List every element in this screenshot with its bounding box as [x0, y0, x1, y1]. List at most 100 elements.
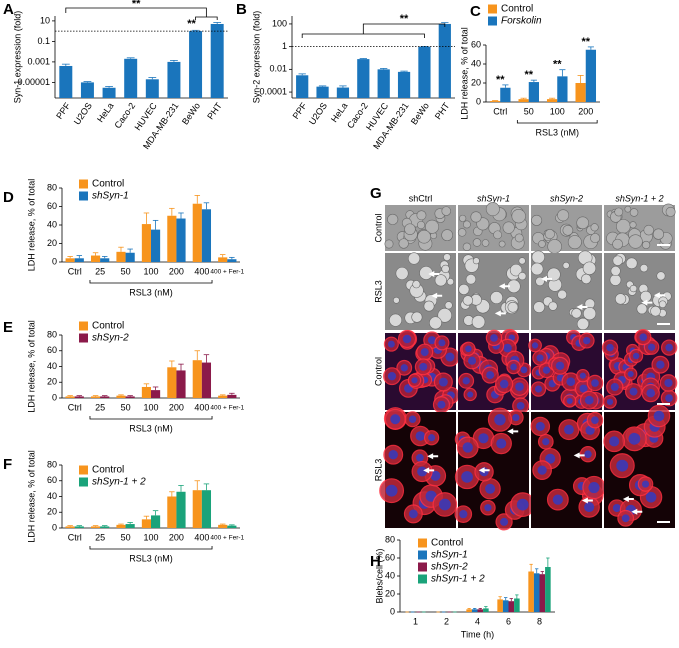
cell: [615, 294, 626, 305]
bar: [202, 209, 211, 262]
x-tick-label: 25: [95, 402, 105, 412]
error-bar: [195, 195, 200, 203]
x-tick-label: HeLa: [329, 101, 350, 124]
y-tick-label: 40: [385, 570, 395, 580]
nucleus: [459, 510, 467, 518]
legend-swatch: [418, 575, 427, 584]
bar: [103, 88, 116, 98]
legend-label: Control: [92, 179, 124, 190]
error-bar: [67, 526, 72, 527]
cell: [642, 241, 650, 249]
cell: [548, 239, 562, 253]
nucleus: [428, 434, 435, 441]
error-bar: [473, 608, 476, 609]
bar: [151, 390, 160, 398]
x-tick-label: 100: [143, 266, 158, 276]
bar: [378, 69, 390, 98]
y-tick-label: 20: [47, 507, 57, 517]
column-header: shCtrl: [409, 193, 433, 203]
panel-letter: C: [470, 3, 481, 20]
bar: [176, 492, 185, 528]
y-tick-label: 80: [47, 182, 57, 192]
x-tick-label: 6: [506, 616, 511, 626]
nucleus: [642, 480, 649, 487]
x-tick-label: 25: [95, 266, 105, 276]
error-bar: [178, 485, 183, 491]
y-tick-label: 20: [47, 238, 57, 248]
cell: [429, 317, 441, 329]
cell: [531, 263, 543, 275]
y-axis-label: Blebs/cell (%): [374, 548, 384, 603]
cell: [442, 230, 453, 241]
cell: [630, 209, 638, 217]
y-tick-label: 0.0001: [259, 86, 287, 96]
x-tick-label: 25: [95, 532, 105, 542]
nucleus: [485, 484, 495, 494]
legend-label: Forskolin: [501, 16, 542, 27]
y-tick-label: 80: [385, 534, 395, 544]
panel-letter: G: [370, 185, 382, 202]
cell: [572, 308, 582, 318]
error-bar: [504, 598, 507, 601]
cell: [640, 264, 648, 272]
x-tick-label: 400: [194, 266, 209, 276]
x-tick-label: 4: [475, 616, 480, 626]
micrograph: [380, 408, 457, 528]
bar: [509, 601, 515, 612]
bar: [193, 360, 202, 398]
nucleus: [629, 433, 641, 445]
error-bar: [400, 71, 407, 72]
cell: [442, 265, 450, 273]
x-tick-label: 400 + Fer-1: [210, 535, 244, 542]
error-bar: [213, 22, 221, 23]
micrograph: [531, 205, 602, 253]
cell: [644, 225, 654, 235]
bar: [146, 79, 159, 98]
y-tick-label: 60: [47, 345, 57, 355]
y-axis-label: Syn-2 expression (fold): [251, 11, 261, 104]
bar: [500, 88, 510, 102]
row-label: RSL3: [373, 280, 383, 303]
legend-swatch: [79, 466, 88, 475]
nucleus: [496, 439, 506, 449]
x-tick-label: 200: [169, 532, 184, 542]
bar: [100, 258, 109, 262]
bar: [193, 490, 202, 528]
nucleus: [654, 411, 665, 422]
bar: [124, 59, 137, 98]
x-tick-label: BeWo: [409, 101, 431, 127]
x-tick-label: PHT: [433, 100, 452, 121]
error-bar: [546, 558, 549, 567]
y-tick-label: 20: [471, 77, 481, 87]
cell: [486, 202, 499, 215]
nucleus: [532, 342, 538, 348]
nucleus: [503, 344, 512, 353]
nucleus: [409, 509, 418, 518]
error-bar: [118, 395, 123, 396]
cell: [625, 206, 631, 212]
x-axis-label: RSL3 (nM): [129, 553, 173, 563]
cell: [445, 302, 452, 309]
error-bar: [204, 355, 209, 363]
error-bar: [93, 253, 98, 256]
cell: [545, 229, 554, 238]
x-tick-label: 2: [444, 616, 449, 626]
bar: [100, 396, 109, 398]
cell: [399, 239, 409, 249]
error-bar: [118, 524, 123, 525]
cell: [591, 224, 598, 231]
cell: [387, 214, 397, 224]
bar: [91, 526, 100, 528]
cell: [473, 239, 481, 247]
x-tick-label: Ctrl: [493, 106, 507, 116]
nucleus: [640, 333, 648, 341]
x-tick-label: U2OS: [307, 101, 329, 127]
micrograph: [458, 330, 531, 414]
nucleus: [665, 344, 673, 352]
y-tick-label: 0.01: [269, 64, 287, 74]
nucleus: [536, 422, 545, 431]
bar: [529, 82, 539, 102]
bar: [211, 24, 224, 98]
error-bar: [204, 484, 209, 490]
cell: [653, 229, 664, 240]
